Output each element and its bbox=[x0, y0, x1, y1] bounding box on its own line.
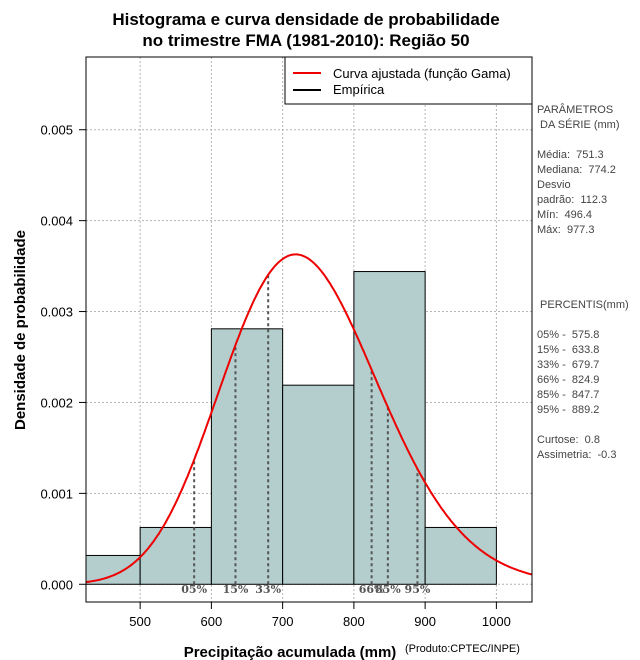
legend: Curva ajustada (função Gama) Empírica bbox=[284, 56, 533, 105]
legend-curve-label: Curva ajustada (função Gama) bbox=[333, 66, 511, 81]
histogram-bar-4 bbox=[353, 271, 426, 585]
x-axis-label: Precipitação acumulada (mm) bbox=[184, 644, 397, 660]
side-panel-line-15: 05% - 575.8 bbox=[537, 329, 599, 341]
side-panel-line-18: 66% - 824.9 bbox=[537, 374, 599, 386]
side-panel-line-19: 85% - 847.7 bbox=[537, 389, 599, 401]
x-tick-label-5: 1000 bbox=[482, 614, 511, 629]
side-panel-line-5: Desvio bbox=[537, 179, 571, 191]
percentile-markers: 05% 15% 33% 66%85% 95% bbox=[181, 274, 431, 596]
y-axis-ticks: 0.000 0.001 0.002 0.003 0.004 0.005 bbox=[40, 123, 86, 592]
side-panel-line-22: Curtose: 0.8 bbox=[537, 434, 600, 446]
percentile-label-15%: 15% bbox=[223, 583, 249, 596]
side-panel-line-1: DA SÉRIE (mm) bbox=[537, 118, 620, 131]
side-panel-line-8: Máx: 977.3 bbox=[537, 224, 594, 236]
side-panel-line-0: PARÂMETROS bbox=[537, 103, 613, 116]
y-tick-label-4: 0.004 bbox=[40, 214, 73, 229]
side-panel-line-20: 95% - 889.2 bbox=[537, 404, 599, 416]
y-tick-label-5: 0.005 bbox=[40, 123, 73, 138]
side-panel-line-7: Mín: 496.4 bbox=[537, 209, 592, 221]
y-axis-label: Densidade de probabilidade bbox=[12, 230, 29, 430]
legend-box bbox=[284, 56, 533, 105]
gamma-curve bbox=[85, 253, 533, 584]
side-panel-line-6: padrão: 112.3 bbox=[537, 194, 607, 206]
percentile-label-33%: 33% bbox=[255, 583, 281, 596]
histogram-bar-3 bbox=[282, 384, 355, 585]
percentile-label-66%: 66% bbox=[359, 583, 385, 596]
chart-title-line2: no trimestre FMA (1981-2010): Região 50 bbox=[142, 31, 469, 50]
histogram-bar-2 bbox=[210, 328, 284, 585]
x-tick-label-3: 800 bbox=[343, 614, 365, 629]
legend-empirical-label: Empírica bbox=[333, 82, 385, 97]
side-panel-line-3: Média: 751.3 bbox=[537, 149, 604, 161]
x-tick-label-1: 600 bbox=[201, 614, 223, 629]
series-parameters-panel: PARÂMETROS DA SÉRIE (mm) Média: 751.3 Medi… bbox=[537, 103, 629, 461]
side-panel-line-16: 15% - 633.8 bbox=[537, 344, 599, 356]
percentile-label-95%: 95% bbox=[405, 583, 431, 596]
y-tick-label-2: 0.002 bbox=[40, 395, 73, 410]
y-tick-label-3: 0.003 bbox=[40, 305, 73, 320]
y-tick-label-0: 0.000 bbox=[40, 577, 73, 592]
percentile-label-85%: 85% bbox=[375, 583, 401, 596]
side-panel-line-23: Assimetria: -0.3 bbox=[537, 449, 616, 461]
percentile-label-05%: 05% bbox=[181, 583, 207, 596]
x-tick-label-2: 700 bbox=[272, 614, 294, 629]
histogram-bar-1 bbox=[139, 526, 212, 585]
side-panel-line-4: Mediana: 774.2 bbox=[537, 164, 616, 176]
x-axis-ticks: 500 600 700 800 900 1000 bbox=[129, 602, 511, 629]
side-panel-line-17: 33% - 679.7 bbox=[537, 359, 599, 371]
product-credit: (Produto:CPTEC/INPE) bbox=[405, 643, 520, 655]
chart-title-line1: Histograma e curva densidade de probabil… bbox=[112, 10, 499, 29]
side-panel-line-13: PERCENTIS(mm) bbox=[537, 299, 629, 311]
x-tick-label-4: 900 bbox=[414, 614, 436, 629]
histogram-bar-5 bbox=[424, 526, 497, 585]
histogram-bars bbox=[85, 271, 497, 585]
x-tick-label-0: 500 bbox=[129, 614, 151, 629]
y-tick-label-1: 0.001 bbox=[40, 486, 73, 501]
